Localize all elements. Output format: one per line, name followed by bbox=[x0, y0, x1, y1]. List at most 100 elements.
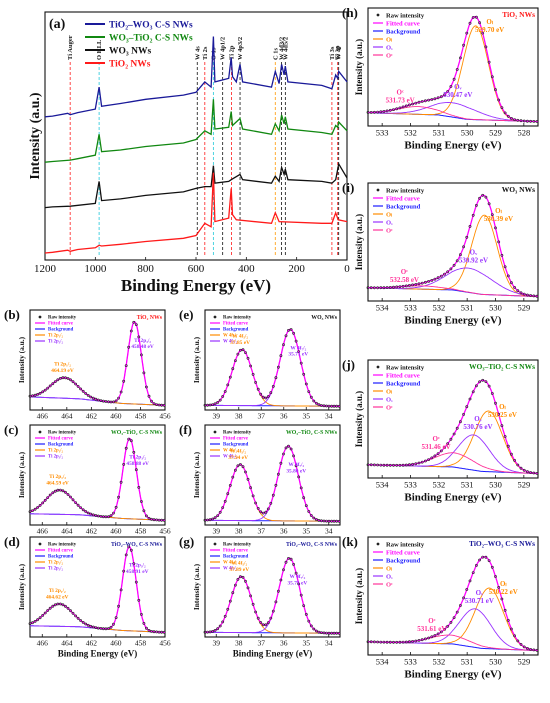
raw-point bbox=[109, 400, 113, 404]
raw-point bbox=[385, 640, 389, 644]
peak-label: 458.48 eV bbox=[131, 344, 154, 350]
legend-entry: Oᶜ bbox=[386, 227, 393, 234]
raw-point bbox=[449, 621, 453, 624]
x-tick-label: 38 bbox=[235, 412, 243, 421]
raw-point bbox=[137, 335, 141, 339]
raw-point bbox=[76, 616, 80, 620]
raw-point bbox=[376, 463, 380, 467]
raw-point bbox=[526, 119, 529, 123]
raw-point bbox=[484, 555, 488, 559]
raw-point bbox=[59, 488, 62, 492]
raw-point bbox=[436, 276, 440, 280]
peak-label: 458.88 eV bbox=[126, 461, 149, 467]
raw-point bbox=[274, 376, 278, 380]
raw-point bbox=[385, 286, 389, 289]
peak-annotation-label: W 4d3/2 bbox=[279, 37, 286, 60]
raw-point bbox=[401, 105, 405, 109]
raw-point bbox=[254, 501, 258, 505]
raw-point bbox=[114, 399, 118, 403]
raw-point bbox=[379, 110, 383, 114]
y-axis-label: Intensity (a.u.) bbox=[354, 568, 364, 624]
raw-point bbox=[449, 437, 453, 441]
raw-point bbox=[269, 391, 273, 395]
raw-point bbox=[439, 630, 443, 634]
raw-point bbox=[430, 635, 434, 639]
raw-point bbox=[468, 579, 472, 583]
raw-point bbox=[147, 516, 151, 520]
peak-label: W 4f₅/₂ bbox=[231, 561, 247, 567]
raw-point bbox=[132, 320, 136, 324]
peak-label: W 4f₇/₂ bbox=[288, 462, 304, 468]
component-peak-0 bbox=[205, 576, 340, 634]
raw-point bbox=[317, 403, 321, 407]
panel-label: (h) bbox=[342, 5, 358, 20]
plot-frame bbox=[367, 359, 539, 479]
raw-point bbox=[462, 43, 466, 47]
peak-label: 531.73 eV bbox=[386, 97, 415, 105]
x-tick-label: 800 bbox=[137, 263, 154, 275]
raw-point bbox=[407, 463, 411, 467]
x-tick-label: 35 bbox=[303, 527, 311, 536]
peak-label: Oₗ bbox=[500, 580, 507, 588]
raw-point bbox=[160, 518, 164, 522]
raw-point bbox=[259, 621, 263, 624]
raw-point bbox=[376, 286, 380, 290]
legend-entry: Fitted curve bbox=[48, 437, 73, 442]
raw-point bbox=[443, 272, 446, 276]
plot-frame bbox=[204, 536, 341, 638]
fitted-curve bbox=[368, 194, 539, 297]
peak-label: 531.46 eV bbox=[422, 443, 451, 451]
panel-i: 534 533 532 531 530 529 Binding Energy (eV) Int… bbox=[342, 180, 539, 327]
raw-point bbox=[89, 512, 93, 516]
raw-point bbox=[535, 471, 539, 475]
raw-point bbox=[271, 384, 275, 388]
peak-annotation-label: W 4s bbox=[194, 46, 201, 60]
raw-point bbox=[282, 343, 285, 347]
raw-point bbox=[53, 603, 57, 607]
raw-point bbox=[99, 627, 103, 630]
raw-point bbox=[513, 458, 517, 462]
raw-point bbox=[223, 499, 227, 503]
raw-point bbox=[509, 627, 513, 631]
raw-point bbox=[107, 400, 110, 404]
raw-point bbox=[519, 643, 523, 646]
peak-label: W 4f₇/₂ bbox=[289, 574, 305, 580]
raw-point bbox=[474, 15, 478, 19]
raw-point bbox=[458, 56, 462, 60]
panel-label: (k) bbox=[342, 534, 358, 549]
raw-point bbox=[84, 510, 88, 513]
plot-frame bbox=[367, 182, 539, 302]
raw-point bbox=[28, 510, 32, 514]
raw-point bbox=[398, 285, 402, 289]
raw-point bbox=[33, 507, 37, 511]
y-axis-label: Intensity (a.u.) bbox=[17, 451, 26, 498]
raw-point bbox=[304, 613, 308, 616]
legend-entry: Oₗ bbox=[386, 36, 392, 43]
raw-point bbox=[74, 501, 78, 505]
x-tick-label: 466 bbox=[37, 639, 49, 648]
raw-point bbox=[509, 117, 513, 120]
raw-point bbox=[274, 600, 278, 604]
legend-entry: Fitted curve bbox=[48, 322, 73, 327]
raw-point bbox=[150, 517, 153, 521]
raw-point bbox=[420, 100, 424, 103]
raw-point bbox=[162, 630, 166, 634]
raw-point bbox=[287, 328, 290, 332]
legend-entry: W 4f₇/₂ bbox=[223, 567, 238, 572]
raw-point bbox=[256, 506, 260, 510]
raw-point bbox=[430, 456, 434, 460]
raw-point bbox=[211, 630, 215, 633]
raw-point bbox=[114, 505, 118, 509]
raw-point bbox=[261, 623, 265, 627]
raw-point bbox=[516, 118, 520, 122]
raw-point bbox=[79, 506, 83, 510]
raw-point bbox=[430, 278, 434, 282]
raw-point bbox=[69, 495, 72, 499]
raw-point bbox=[302, 496, 306, 500]
raw-point bbox=[382, 463, 386, 467]
raw-point bbox=[307, 510, 311, 513]
x-tick-label: 462 bbox=[86, 412, 98, 421]
raw-point bbox=[443, 93, 446, 97]
raw-point bbox=[299, 361, 303, 365]
raw-point bbox=[532, 471, 536, 475]
